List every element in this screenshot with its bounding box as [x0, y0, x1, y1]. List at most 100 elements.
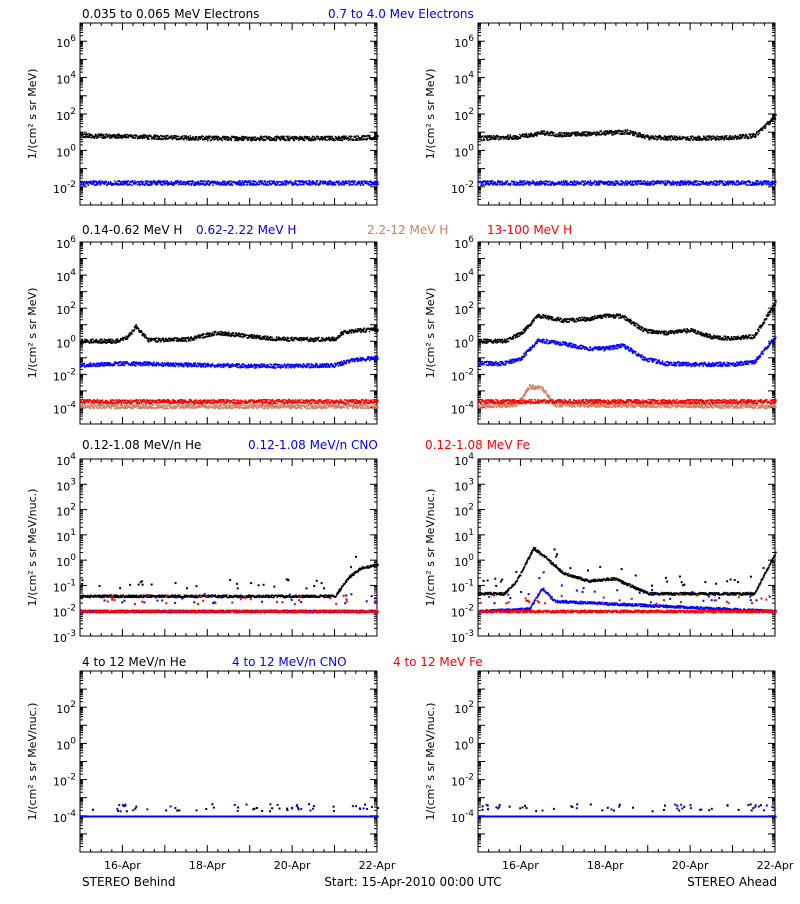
data-point [228, 137, 229, 138]
data-point [127, 180, 129, 182]
data-point [299, 339, 301, 341]
data-point [242, 138, 244, 140]
data-point [150, 181, 152, 183]
data-point [351, 136, 352, 137]
data-point [173, 135, 175, 137]
data-point [289, 136, 290, 137]
data-point [522, 182, 523, 183]
data-point [183, 184, 184, 185]
data-point [251, 137, 252, 138]
data-point [304, 140, 305, 141]
data-point [251, 334, 253, 336]
data-point [766, 184, 767, 185]
y-tick-label: 102 [56, 301, 76, 317]
data-point [196, 338, 197, 339]
data-point [196, 137, 198, 139]
data-point [276, 137, 278, 139]
data-point [286, 140, 288, 142]
y-axis-label: 1/(cm² s sr MeV) [26, 288, 39, 379]
data-point [93, 363, 94, 364]
data-point [209, 138, 211, 140]
data-point [337, 338, 338, 339]
data-point [750, 182, 751, 183]
data-point [660, 136, 662, 138]
data-point [363, 330, 365, 332]
data-point [148, 138, 150, 140]
data-point [252, 139, 254, 141]
data-point [523, 134, 525, 136]
data-point [360, 184, 362, 186]
data-point [148, 340, 149, 341]
data-point [538, 184, 540, 186]
data-point [190, 340, 191, 341]
data-point [612, 181, 614, 183]
data-point [586, 131, 588, 133]
y-tick-label: 106 [56, 34, 76, 50]
data-point [188, 337, 190, 339]
data-point [148, 341, 150, 343]
data-point [348, 138, 349, 139]
data-point [173, 184, 175, 186]
legend-protons-1: 0.62-2.22 MeV H [196, 223, 296, 237]
data-point [147, 135, 148, 136]
data-point [204, 180, 206, 182]
data-point [357, 139, 359, 141]
data-point [182, 135, 184, 137]
data-point [233, 332, 235, 334]
data-point [758, 181, 759, 182]
data-point [162, 184, 164, 186]
data-point [143, 333, 144, 334]
data-point [616, 183, 618, 185]
data-point [136, 135, 138, 137]
data-point [507, 134, 508, 135]
legend-electrons-1: 0.7 to 4.0 Mev Electrons [328, 7, 474, 21]
data-point [750, 133, 752, 135]
data-point [561, 132, 562, 133]
data-point [280, 139, 281, 140]
data-point [706, 181, 708, 183]
data-point [689, 183, 691, 185]
data-point [479, 139, 481, 141]
data-point [219, 184, 220, 185]
data-point [246, 335, 248, 337]
data-point [362, 182, 364, 184]
data-point [96, 181, 97, 182]
data-point [583, 184, 585, 186]
data-point [286, 184, 287, 185]
data-point [259, 140, 261, 142]
y-tick-label: 10-4 [53, 400, 76, 416]
data-point [94, 137, 96, 139]
data-point [722, 181, 723, 182]
data-point [559, 132, 561, 134]
data-point [268, 184, 270, 186]
data-point [276, 336, 278, 338]
data-point [367, 138, 369, 140]
data-point [159, 338, 161, 340]
data-point [717, 135, 719, 137]
data-point [83, 134, 84, 135]
data-point [737, 184, 738, 185]
data-point [490, 137, 491, 138]
data-point [639, 132, 641, 134]
data-point [276, 184, 278, 186]
data-point [687, 136, 688, 137]
data-point [583, 133, 584, 134]
data-point [775, 182, 777, 184]
data-point [339, 184, 341, 186]
data-point [512, 136, 514, 138]
data-point [536, 181, 538, 183]
data-point [488, 137, 490, 139]
data-point [232, 184, 234, 186]
data-point [614, 131, 615, 132]
data-point [684, 180, 685, 181]
data-point [637, 184, 639, 186]
data-point [308, 184, 310, 186]
data-point [335, 184, 337, 186]
data-point [627, 130, 628, 131]
data-point [345, 135, 347, 137]
data-point [98, 137, 100, 139]
data-point [171, 135, 173, 137]
data-point [101, 183, 103, 185]
data-point [131, 184, 133, 186]
data-point [341, 184, 343, 186]
